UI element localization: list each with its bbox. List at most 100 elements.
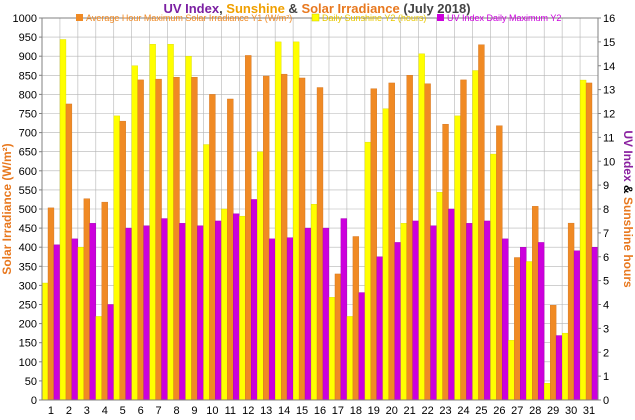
bar-uv-index [143, 225, 150, 401]
bar-uv-index [286, 237, 294, 401]
y2-tick-label: 9 [603, 180, 609, 192]
bar-sunshine [508, 340, 515, 401]
bar-solar-irradiance [191, 77, 198, 401]
bar-sunshine [167, 44, 174, 401]
bar-sunshine [382, 108, 389, 401]
y2-tick-label: 14 [603, 61, 615, 73]
bar-uv-index [376, 256, 383, 401]
x-tick-label: 17 [332, 405, 344, 417]
bar-sunshine [472, 70, 479, 401]
bar-sunshine [490, 153, 497, 401]
bar-solar-irradiance [532, 206, 539, 401]
y2-tick-label: 13 [603, 85, 615, 97]
bar-sunshine [41, 282, 49, 401]
bar-solar-irradiance [460, 79, 467, 401]
y2-tick-label: 7 [603, 228, 609, 240]
y2-tick-label: 6 [603, 252, 609, 264]
bar-sunshine [292, 41, 300, 401]
bar-sunshine [275, 41, 282, 401]
y1-tick-label: 700 [19, 128, 37, 140]
y1-tick-label: 550 [19, 185, 37, 197]
bar-sunshine [526, 261, 533, 401]
bar-uv-index [179, 223, 186, 401]
bar-uv-index [197, 225, 204, 401]
x-tick-label: 28 [529, 405, 541, 417]
bar-uv-index [125, 227, 132, 401]
legend-label-solar: Average Hour Maximum Solar Irradiance Y1… [86, 13, 292, 23]
title-sep-1: , [219, 1, 226, 16]
y2-tick-label: 10 [603, 156, 615, 168]
bar-solar-irradiance [334, 273, 342, 401]
bar-sunshine [149, 44, 156, 401]
bar-solar-irradiance [352, 236, 360, 401]
y1-tick-label: 850 [19, 70, 37, 82]
y2-title-amp: & [621, 182, 635, 197]
bar-sunshine [328, 297, 336, 401]
bar-sunshine [346, 316, 354, 401]
bar-uv-index [340, 218, 348, 401]
y2-tick-label: 2 [603, 347, 609, 359]
axes [41, 17, 599, 401]
legend-label-sunshine: Daily Sunshine Y2 (hours) [322, 13, 426, 23]
y1-tick-label: 600 [19, 166, 37, 178]
bar-uv-index [430, 225, 437, 401]
bar-solar-irradiance [567, 222, 575, 401]
y2-tick-label: 1 [603, 371, 609, 383]
bar-sunshine [418, 53, 425, 401]
y1-tick-label: 350 [19, 261, 37, 273]
y1-tick-label: 650 [19, 147, 37, 159]
bar-solar-irradiance [227, 98, 234, 401]
x-tick-label: 27 [511, 405, 523, 417]
bar-sunshine [113, 115, 120, 401]
bar-sunshine [95, 316, 103, 401]
x-tick-label: 12 [242, 405, 254, 417]
x-tick-label: 5 [120, 405, 126, 417]
x-tick-label: 31 [583, 405, 595, 417]
legend: Average Hour Maximum Solar Irradiance Y1… [76, 13, 561, 23]
x-tick-label: 11 [225, 405, 236, 417]
y2-tick-label: 3 [603, 323, 609, 335]
y1-tick-label: 450 [19, 223, 37, 235]
x-tick-label: 29 [547, 405, 559, 417]
y2-tick-label: 4 [603, 300, 609, 312]
title-sunshine: Sunshine [226, 1, 285, 16]
bar-sunshine [454, 115, 461, 401]
y1-tick-label: 950 [19, 32, 37, 44]
y2-axis-title: UV Index & Sunshine hours [621, 130, 635, 288]
bar-uv-index [268, 238, 276, 401]
bar-solar-irradiance [298, 77, 306, 401]
x-tick-label: 22 [421, 405, 433, 417]
title-period: (July 2018) [400, 1, 471, 16]
x-tick-labels: 1 2 3 4 5 6 7 8 9 10 11 12 13 14 15 16 17 18 19 20 21 22 23 24 2… [48, 405, 595, 417]
bar-solar-irradiance [245, 55, 252, 401]
chart-title: UV Index, Sunshine & Solar Irradiance (J… [163, 1, 470, 16]
bar-uv-index [89, 223, 96, 401]
bar-solar-irradiance [514, 257, 521, 401]
bar-uv-index [215, 220, 222, 401]
y2-title-sunshine: Sunshine hours [621, 197, 635, 288]
bar-solar-irradiance [316, 87, 324, 401]
bar-sunshine [400, 223, 407, 401]
y2-tick-label: 5 [603, 276, 609, 288]
bars [41, 39, 599, 401]
bar-solar-irradiance [209, 94, 216, 401]
bar-solar-irradiance [442, 123, 449, 401]
y2-tick-label: 11 [603, 132, 614, 144]
bar-uv-index [322, 227, 330, 401]
bar-uv-index [466, 223, 473, 401]
bar-solar-irradiance [585, 82, 593, 401]
bar-solar-irradiance [101, 201, 108, 401]
y1-tick-label: 250 [19, 300, 37, 312]
x-tick-label: 6 [138, 405, 144, 417]
legend-swatch-uv [437, 14, 444, 21]
y2-tick-label: 8 [603, 204, 609, 216]
bar-sunshine [310, 204, 318, 401]
y1-tick-label: 100 [19, 357, 37, 369]
legend-label-uv: UV Index Daily Maximum Y2 [447, 13, 561, 23]
bar-uv-index [107, 304, 114, 401]
x-tick-label: 1 [48, 405, 54, 417]
bar-solar-irradiance [424, 83, 431, 401]
bar-solar-irradiance [550, 305, 557, 401]
bar-sunshine [364, 141, 372, 401]
